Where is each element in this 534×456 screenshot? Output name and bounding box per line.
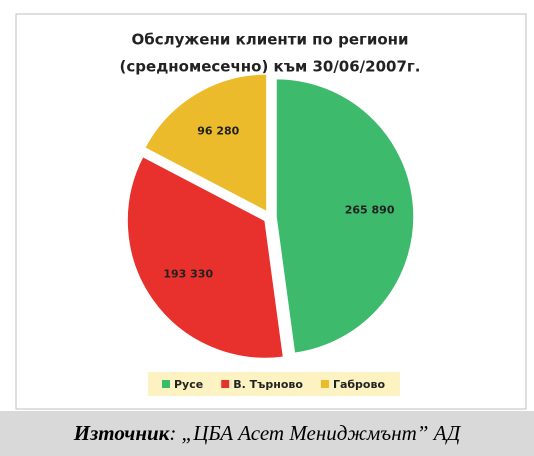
pie-slice	[126, 155, 285, 360]
legend-swatch	[320, 380, 329, 388]
source: Източник: „ЦБА Асет Мениджмънт” АД	[0, 411, 534, 456]
legend-label: Русе	[174, 378, 203, 391]
data-label: 265 890	[345, 203, 395, 216]
legend-box	[148, 372, 400, 396]
source-text: : „ЦБА Асет Мениджмънт” АД	[169, 421, 461, 445]
data-label: 193 330	[163, 267, 213, 280]
source-label: Източник	[73, 421, 170, 445]
chart-title: Обслужени клиенти по региони	[131, 31, 408, 49]
pie-slice	[143, 73, 268, 214]
legend-swatch	[221, 380, 230, 388]
legend-label: Габрово	[333, 378, 386, 391]
data-label: 96 280	[197, 125, 239, 138]
chart: Обслужени клиенти по региони (средномесеч…	[15, 13, 527, 410]
chart-title: (средномесечно) към 30/06/2007г.	[120, 58, 421, 76]
legend-label: В. Търново	[233, 378, 303, 391]
pie-slice	[275, 77, 415, 355]
legend-swatch	[162, 380, 170, 388]
